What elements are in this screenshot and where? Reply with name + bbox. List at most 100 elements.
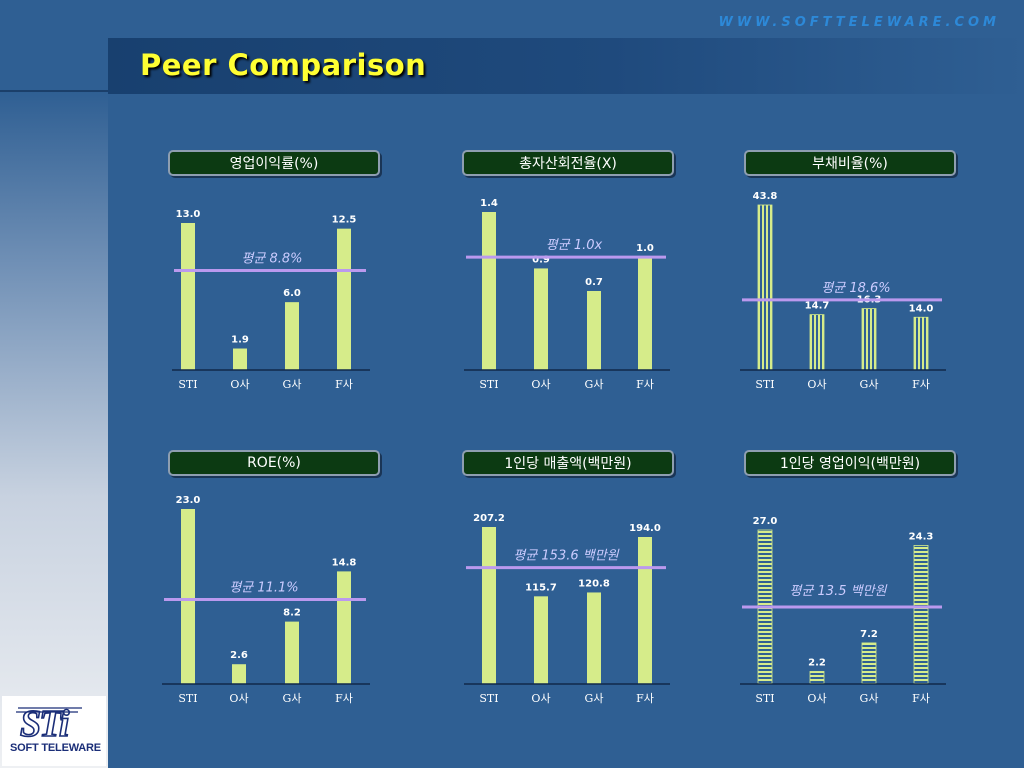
average-label: 평균 11.1% <box>229 581 298 596</box>
value-label: 1.9 <box>231 335 249 346</box>
category-label: STI <box>178 378 197 391</box>
bar-F사 <box>913 545 929 685</box>
value-label: 23.0 <box>176 495 201 506</box>
chart-title-text: ROE(%) <box>247 455 301 471</box>
page-title: Peer Comparison <box>140 48 427 82</box>
bar-F사 <box>638 537 652 684</box>
category-label: STI <box>479 692 498 705</box>
average-label: 평균 8.8% <box>241 251 302 266</box>
category-label: F사 <box>335 378 353 391</box>
chart-profit-per-employee: 27.0 STI 2.2 O사 7.2 G사 24.3 F사 평균 13.5 백만원 <box>740 516 946 705</box>
bar-F사 <box>337 228 351 370</box>
company-logo-text: SOFT TELEWARE <box>10 742 101 754</box>
chart-title-operating-margin: 영업이익률(%) <box>168 150 380 176</box>
average-label: 평균 18.6% <box>821 281 890 296</box>
value-label: 207.2 <box>473 513 505 524</box>
category-label: F사 <box>636 692 654 705</box>
category-label: F사 <box>912 692 930 705</box>
chart-sales-per-employee: 207.2 STI 115.7 O사 120.8 G사 194.0 F사 평균 153.6 백만… <box>464 513 670 705</box>
value-label: 27.0 <box>753 516 778 527</box>
average-label: 평균 153.6 백만원 <box>513 549 619 564</box>
category-label: O사 <box>230 378 249 391</box>
value-label: 13.0 <box>176 209 201 220</box>
category-label: F사 <box>912 378 930 391</box>
value-label: 14.8 <box>332 557 357 568</box>
chart-title-text: 총자산회전율(X) <box>519 156 617 172</box>
website-url: WWW.SOFTTELEWARE.COM <box>718 15 1000 30</box>
value-label: 0.7 <box>585 277 603 288</box>
category-label: G사 <box>283 692 302 705</box>
chart-title-text: 영업이익률(%) <box>229 156 319 172</box>
value-label: 14.7 <box>805 301 830 312</box>
category-label: STI <box>479 378 498 391</box>
category-label: G사 <box>860 378 879 391</box>
value-label: 8.2 <box>283 608 301 619</box>
category-label: F사 <box>335 692 353 705</box>
bar-G사 <box>285 621 299 684</box>
value-label: 1.4 <box>480 198 498 209</box>
category-label: G사 <box>585 692 604 705</box>
bar-STI <box>181 509 195 684</box>
bar-O사 <box>809 671 825 685</box>
bar-O사 <box>809 314 825 371</box>
bar-F사 <box>913 316 929 371</box>
category-label: STI <box>178 692 197 705</box>
bar-G사 <box>587 592 601 684</box>
value-label: 7.2 <box>860 629 878 640</box>
bar-G사 <box>861 642 877 685</box>
category-label: G사 <box>283 378 302 391</box>
chart-roe: 23.0 STI 2.6 O사 8.2 G사 14.8 F사 평균 11.1% <box>162 495 370 705</box>
category-label: O사 <box>229 692 248 705</box>
value-label: 1.0 <box>636 243 654 254</box>
chart-title-sales-per-employee: 1인당 매출액(백만원) <box>462 450 674 476</box>
bar-O사 <box>233 348 247 370</box>
bar-STI <box>482 527 496 684</box>
bar-STI <box>757 204 773 371</box>
bar-STI <box>482 212 496 370</box>
left-gradient-panel <box>0 92 108 768</box>
category-label: G사 <box>585 378 604 391</box>
chart-title-profit-per-employee: 1인당 영업이익(백만원) <box>744 450 956 476</box>
category-label: O사 <box>531 692 550 705</box>
bar-F사 <box>638 257 652 370</box>
bar-G사 <box>285 302 299 370</box>
chart-title-roe: ROE(%) <box>168 450 380 476</box>
bar-G사 <box>861 308 877 371</box>
category-label: F사 <box>636 378 654 391</box>
chart-title-asset-turnover: 총자산회전율(X) <box>462 150 674 176</box>
value-label: 194.0 <box>629 523 661 534</box>
value-label: 43.8 <box>753 191 778 202</box>
value-label: 12.5 <box>332 215 357 226</box>
value-label: 2.6 <box>230 650 248 661</box>
chart-operating-margin: 13.0 STI 1.9 O사 6.0 G사 12.5 F사 평균 8.8% <box>172 209 370 391</box>
company-logo: STi <box>2 696 106 766</box>
chart-title-debt-ratio: 부채비율(%) <box>744 150 956 176</box>
average-label: 평균 1.0x <box>546 238 603 253</box>
category-label: STI <box>755 378 774 391</box>
category-label: G사 <box>860 692 879 705</box>
category-label: STI <box>755 692 774 705</box>
value-label: 14.0 <box>909 303 934 314</box>
chart-title-text: 부채비율(%) <box>812 156 888 172</box>
category-label: O사 <box>807 692 826 705</box>
chart-title-text: 1인당 매출액(백만원) <box>504 456 632 472</box>
category-label: O사 <box>807 378 826 391</box>
value-label: 120.8 <box>578 578 610 589</box>
chart-asset-turnover: 1.4 STI 0.9 O사 0.7 G사 1.0 F사 평균 1.0x <box>464 198 670 391</box>
value-label: 24.3 <box>909 531 934 542</box>
bar-O사 <box>534 268 548 370</box>
average-label: 평균 13.5 백만원 <box>789 584 887 599</box>
chart-title-text: 1인당 영업이익(백만원) <box>779 456 921 472</box>
bar-STI <box>181 223 195 370</box>
value-label: 2.2 <box>808 657 826 668</box>
value-label: 0.9 <box>532 254 550 265</box>
svg-text:STi: STi <box>20 703 70 745</box>
bar-G사 <box>587 291 601 370</box>
value-label: 115.7 <box>525 582 557 593</box>
bar-O사 <box>232 664 246 684</box>
bar-O사 <box>534 596 548 684</box>
category-label: O사 <box>531 378 550 391</box>
title-band <box>108 38 1024 94</box>
header-divider <box>0 90 108 92</box>
